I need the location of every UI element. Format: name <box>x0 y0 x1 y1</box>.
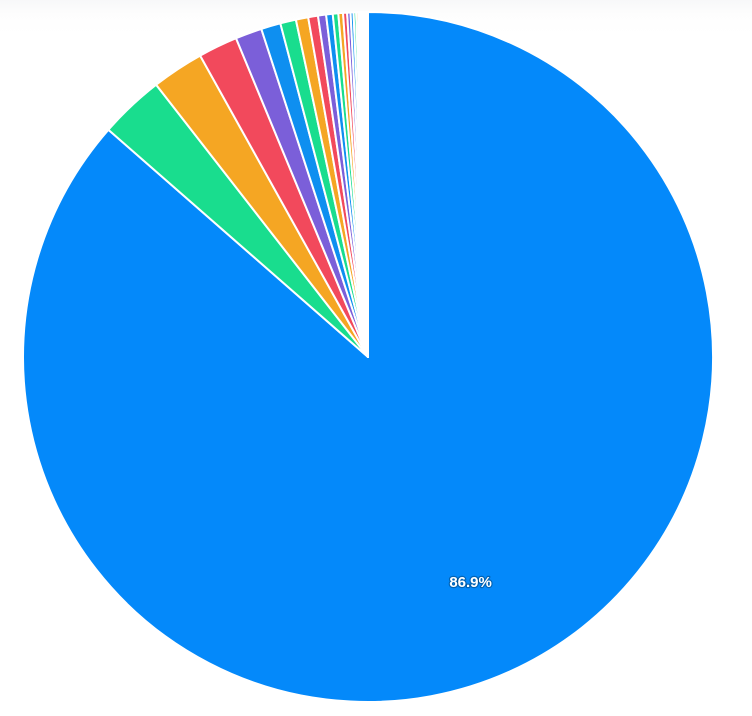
pie-slice-label: 86.9% <box>449 574 492 591</box>
pie-slice[interactable] <box>22 11 714 703</box>
pie-slices-group <box>22 10 714 703</box>
pie-slice[interactable] <box>366 10 369 358</box>
pie-labels-group: 86.9% <box>448 573 493 592</box>
